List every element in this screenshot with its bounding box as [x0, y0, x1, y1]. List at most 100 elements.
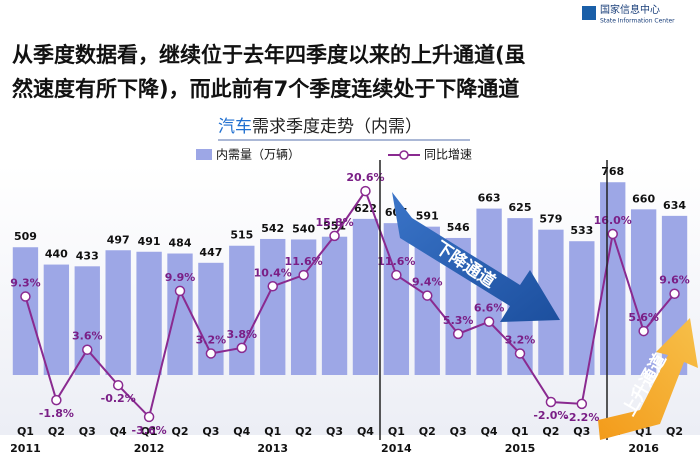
- bar: [167, 253, 193, 375]
- bar-label: 660: [632, 192, 655, 205]
- bar: [290, 239, 317, 375]
- x-tick-label: Q4: [357, 425, 374, 438]
- growth-point: [545, 396, 557, 408]
- growth-point: [391, 269, 402, 281]
- x-tick-label: Q3: [79, 425, 96, 438]
- growth-label: 20.6%: [346, 171, 384, 184]
- growth-label: -3.6%: [132, 424, 167, 437]
- growth-label: 15.8%: [315, 216, 353, 229]
- bar: [352, 218, 379, 375]
- down-arrow: [392, 192, 560, 322]
- bar: [321, 236, 348, 375]
- bar-label: 433: [76, 249, 99, 262]
- logo-icon: [582, 6, 596, 20]
- growth-point: [576, 398, 588, 410]
- growth-point: [143, 411, 155, 423]
- growth-label: 11.6%: [285, 255, 323, 268]
- year-label: 2012: [134, 442, 165, 455]
- growth-label: 9.9%: [165, 271, 196, 284]
- growth-point: [51, 394, 62, 406]
- growth-point: [82, 344, 93, 355]
- year-label: 2015: [505, 442, 536, 455]
- bar: [229, 245, 255, 375]
- growth-label: 3.2%: [505, 333, 536, 346]
- x-tick-label: Q2: [295, 425, 312, 438]
- growth-point: [174, 285, 186, 297]
- title-line: 从季度数据看，继续位于去年四季度以来的上升通道(虽: [12, 43, 526, 67]
- bar-label: 447: [199, 246, 222, 259]
- growth-label: 3.8%: [227, 328, 258, 341]
- title-highlight: 汽车: [218, 117, 252, 137]
- growth-point: [20, 291, 31, 302]
- growth-label: 16.0%: [594, 214, 632, 227]
- legend-label: 同比增速: [424, 148, 472, 162]
- legend-swatch: [196, 149, 212, 160]
- bar-label: 551: [323, 220, 346, 233]
- legend-marker: [399, 150, 409, 160]
- growth-point: [669, 288, 680, 299]
- title-rest: 需求季度走势（内需）: [252, 117, 422, 137]
- bar-label: 634: [663, 199, 686, 212]
- growth-point: [329, 230, 340, 242]
- bar-label: 768: [601, 165, 624, 178]
- bar-label: 491: [138, 235, 161, 248]
- bar-label: 515: [230, 229, 253, 242]
- growth-label: 5.6%: [628, 311, 659, 324]
- x-tick-label: Q1: [264, 425, 281, 438]
- growth-point: [298, 269, 309, 281]
- bar-label: 542: [261, 222, 284, 235]
- year-label: 2014: [381, 442, 412, 455]
- growth-point: [236, 342, 248, 354]
- x-tick-label: Q2: [542, 425, 559, 438]
- bar-label: 625: [509, 201, 532, 214]
- bar: [105, 250, 131, 375]
- bar-label: 509: [14, 230, 37, 243]
- growth-label: 10.4%: [254, 266, 292, 279]
- bar-label: 484: [169, 237, 192, 250]
- bar-label: 540: [292, 222, 315, 235]
- growth-point: [112, 379, 124, 391]
- growth-point: [483, 316, 495, 327]
- growth-point: [638, 325, 649, 337]
- growth-label: -2.2%: [564, 411, 599, 424]
- bar: [383, 223, 410, 375]
- growth-point: [267, 281, 278, 292]
- logo-en: State Information Center: [600, 18, 675, 25]
- bar-label: 497: [107, 233, 130, 246]
- growth-label: 6.6%: [474, 302, 505, 315]
- growth-point: [514, 348, 526, 359]
- bar: [12, 247, 39, 375]
- bar-label: 579: [539, 213, 562, 226]
- bar: [74, 266, 100, 375]
- growth-label: 9.6%: [659, 274, 690, 287]
- x-tick-label: Q2: [48, 425, 65, 438]
- year-label: 2016: [628, 442, 659, 455]
- bar: [260, 238, 286, 375]
- growth-point: [360, 185, 371, 197]
- chart-title: 汽车需求季度走势（内需）: [218, 117, 422, 137]
- bar-label: 591: [416, 210, 439, 223]
- growth-point: [452, 328, 464, 340]
- growth-point: [607, 228, 618, 240]
- bar-label: 663: [478, 192, 501, 205]
- x-tick-label: Q1: [17, 425, 34, 438]
- year-label: 2013: [257, 442, 288, 455]
- x-tick-label: Q1: [511, 425, 528, 438]
- bar: [630, 209, 657, 375]
- growth-label: 5.3%: [443, 314, 474, 327]
- growth-label: 9.3%: [10, 277, 41, 290]
- x-tick-label: Q4: [481, 425, 498, 438]
- bar-label: 546: [447, 221, 470, 234]
- growth-label: -1.8%: [39, 407, 74, 420]
- bar-label: 533: [570, 224, 593, 237]
- growth-label: 3.2%: [196, 333, 227, 346]
- growth-label: -0.2%: [101, 392, 136, 405]
- title-line: 然速度有所下降)，而此前有7个季度连续处于下降通道: [12, 77, 519, 101]
- logo-cn: 国家信息中心: [600, 3, 660, 16]
- x-tick-label: Q3: [202, 425, 219, 438]
- growth-label: 3.6%: [72, 330, 103, 343]
- x-tick-label: Q2: [171, 425, 188, 438]
- growth-label: 11.6%: [377, 255, 415, 268]
